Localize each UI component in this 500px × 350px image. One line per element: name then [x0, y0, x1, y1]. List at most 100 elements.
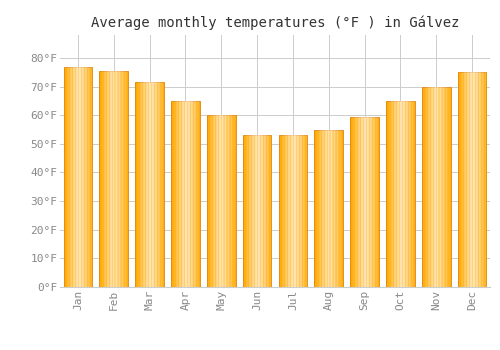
Bar — [161, 82, 162, 287]
Bar — [135, 82, 164, 287]
Bar — [386, 101, 414, 287]
Bar — [434, 86, 436, 287]
Bar — [468, 72, 469, 287]
Bar — [304, 135, 306, 287]
Bar — [124, 71, 125, 287]
Bar — [65, 66, 66, 287]
Bar — [146, 82, 147, 287]
Bar — [352, 117, 353, 287]
Bar — [174, 101, 176, 287]
Bar — [196, 101, 198, 287]
Bar — [108, 71, 110, 287]
Bar — [364, 117, 366, 287]
Bar — [406, 101, 407, 287]
Bar — [200, 101, 201, 287]
Bar — [450, 86, 452, 287]
Bar — [183, 101, 184, 287]
Bar — [294, 135, 295, 287]
Bar — [462, 72, 464, 287]
Bar — [272, 135, 273, 287]
Bar — [298, 135, 300, 287]
Bar — [110, 71, 112, 287]
Bar — [113, 71, 114, 287]
Bar — [92, 66, 94, 287]
Bar — [101, 71, 102, 287]
Bar — [422, 86, 424, 287]
Bar — [428, 86, 430, 287]
Bar — [448, 86, 449, 287]
Bar — [461, 72, 462, 287]
Bar — [300, 135, 301, 287]
Bar — [278, 135, 307, 287]
Bar — [138, 82, 140, 287]
Bar — [400, 101, 401, 287]
Bar — [77, 66, 78, 287]
Bar — [286, 135, 288, 287]
Bar — [64, 66, 92, 287]
Bar — [80, 66, 82, 287]
Bar — [244, 135, 246, 287]
Bar — [301, 135, 302, 287]
Bar — [112, 71, 113, 287]
Bar — [473, 72, 474, 287]
Bar — [372, 117, 373, 287]
Bar — [328, 130, 330, 287]
Bar — [231, 115, 232, 287]
Bar — [280, 135, 281, 287]
Bar — [378, 117, 379, 287]
Bar — [218, 115, 219, 287]
Bar — [431, 86, 432, 287]
Bar — [225, 115, 226, 287]
Bar — [350, 117, 352, 287]
Bar — [270, 135, 272, 287]
Bar — [443, 86, 444, 287]
Bar — [164, 82, 166, 287]
Bar — [156, 82, 158, 287]
Bar — [242, 135, 244, 287]
Bar — [476, 72, 478, 287]
Bar — [484, 72, 485, 287]
Bar — [368, 117, 370, 287]
Bar — [250, 135, 252, 287]
Bar — [370, 117, 372, 287]
Bar — [78, 66, 80, 287]
Bar — [126, 71, 128, 287]
Bar — [485, 72, 486, 287]
Bar — [149, 82, 150, 287]
Bar — [278, 135, 280, 287]
Bar — [449, 86, 450, 287]
Bar — [255, 135, 256, 287]
Bar — [182, 101, 183, 287]
Bar — [232, 115, 234, 287]
Bar — [207, 115, 208, 287]
Bar — [120, 71, 122, 287]
Bar — [190, 101, 192, 287]
Bar — [337, 130, 338, 287]
Bar — [302, 135, 304, 287]
Bar — [195, 101, 196, 287]
Bar — [410, 101, 412, 287]
Bar — [198, 101, 200, 287]
Title: Average monthly temperatures (°F ) in Gálvez: Average monthly temperatures (°F ) in Gá… — [91, 15, 459, 30]
Bar — [438, 86, 440, 287]
Bar — [395, 101, 396, 287]
Bar — [177, 101, 178, 287]
Bar — [343, 130, 344, 287]
Bar — [261, 135, 262, 287]
Bar — [68, 66, 70, 287]
Bar — [228, 115, 230, 287]
Bar — [125, 71, 126, 287]
Bar — [356, 117, 358, 287]
Bar — [470, 72, 472, 287]
Bar — [84, 66, 86, 287]
Bar — [212, 115, 213, 287]
Bar — [214, 115, 216, 287]
Bar — [194, 101, 195, 287]
Bar — [425, 86, 426, 287]
Bar — [430, 86, 431, 287]
Bar — [106, 71, 107, 287]
Bar — [367, 117, 368, 287]
Bar — [314, 130, 343, 287]
Bar — [171, 101, 200, 287]
Bar — [479, 72, 480, 287]
